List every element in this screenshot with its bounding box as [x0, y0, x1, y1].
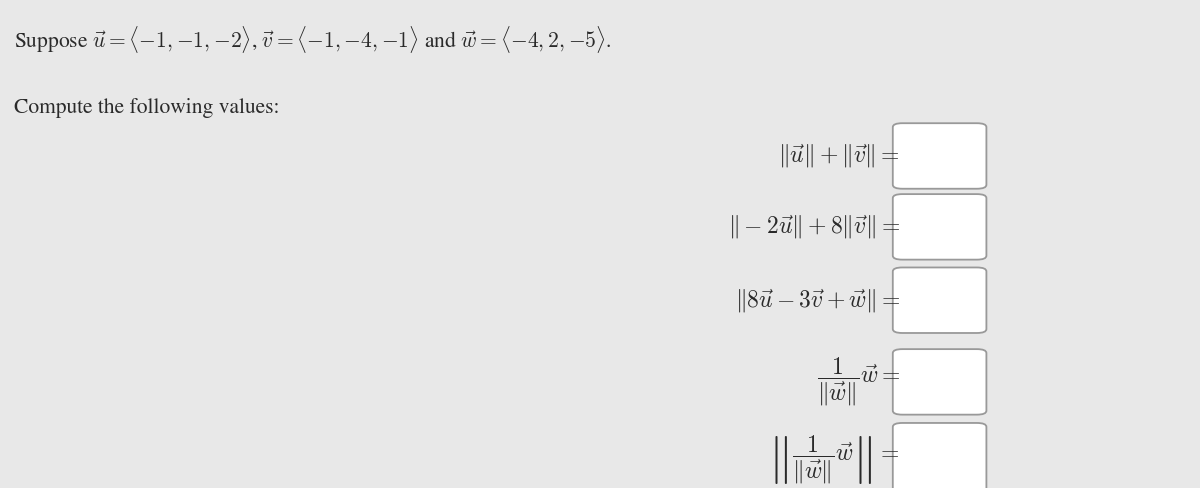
Text: $\dfrac{1}{\|\vec{w}\|}\vec{w} =$: $\dfrac{1}{\|\vec{w}\|}\vec{w} =$ [816, 354, 900, 407]
Text: Compute the following values:: Compute the following values: [14, 98, 280, 118]
Text: $\|-2\vec{u}\| + 8\|\vec{v}\| =$: $\|-2\vec{u}\| + 8\|\vec{v}\| =$ [727, 213, 900, 241]
Text: $\|8\vec{u} - 3\vec{v} + \vec{w}\| =$: $\|8\vec{u} - 3\vec{v} + \vec{w}\| =$ [734, 286, 900, 314]
Text: Suppose $\vec{u} = \langle{-1}, {-1}, {-2}\rangle$, $\vec{v} = \langle{-1}, {-4}: Suppose $\vec{u} = \langle{-1}, {-1}, {-… [14, 24, 612, 55]
FancyBboxPatch shape [893, 124, 986, 189]
FancyBboxPatch shape [893, 268, 986, 333]
FancyBboxPatch shape [893, 423, 986, 488]
FancyBboxPatch shape [893, 195, 986, 260]
FancyBboxPatch shape [893, 349, 986, 415]
Text: $\|\vec{u}\| + \|\vec{v}\| =$: $\|\vec{u}\| + \|\vec{v}\| =$ [778, 142, 900, 170]
Text: $\left\|\dfrac{1}{\|\vec{w}\|}\vec{w}\right\| =$: $\left\|\dfrac{1}{\|\vec{w}\|}\vec{w}\ri… [768, 433, 900, 487]
